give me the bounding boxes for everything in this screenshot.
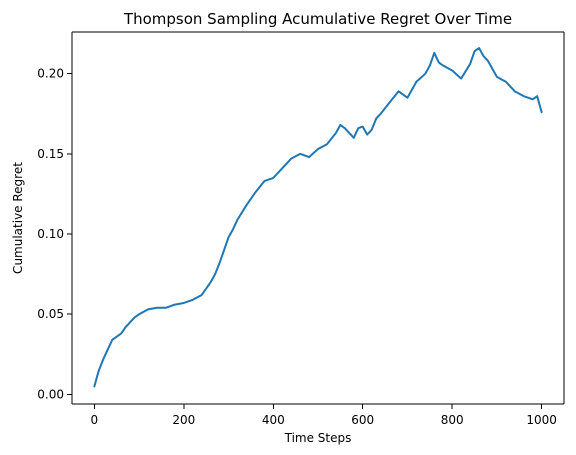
y-tick-label: 0.20 — [37, 67, 64, 81]
y-tick-label: 0.15 — [37, 147, 64, 161]
cumulative-regret-line — [93, 47, 543, 388]
y-tick-label: 0.10 — [37, 227, 64, 241]
y-axis-title: Cumulative Regret — [11, 162, 25, 274]
chart-title: Thompson Sampling Acumulative Regret Ove… — [123, 10, 512, 28]
x-tick-label: 400 — [262, 413, 285, 427]
y-tick-label: 0.00 — [37, 387, 64, 401]
x-tick-label: 0 — [91, 413, 99, 427]
x-tick-label: 800 — [441, 413, 464, 427]
x-tick-label: 600 — [351, 413, 374, 427]
y-tick-label: 0.05 — [37, 307, 64, 321]
x-tick-label: 200 — [172, 413, 195, 427]
x-tick-label: 1000 — [526, 413, 557, 427]
x-axis-title: Time Steps — [284, 431, 352, 445]
